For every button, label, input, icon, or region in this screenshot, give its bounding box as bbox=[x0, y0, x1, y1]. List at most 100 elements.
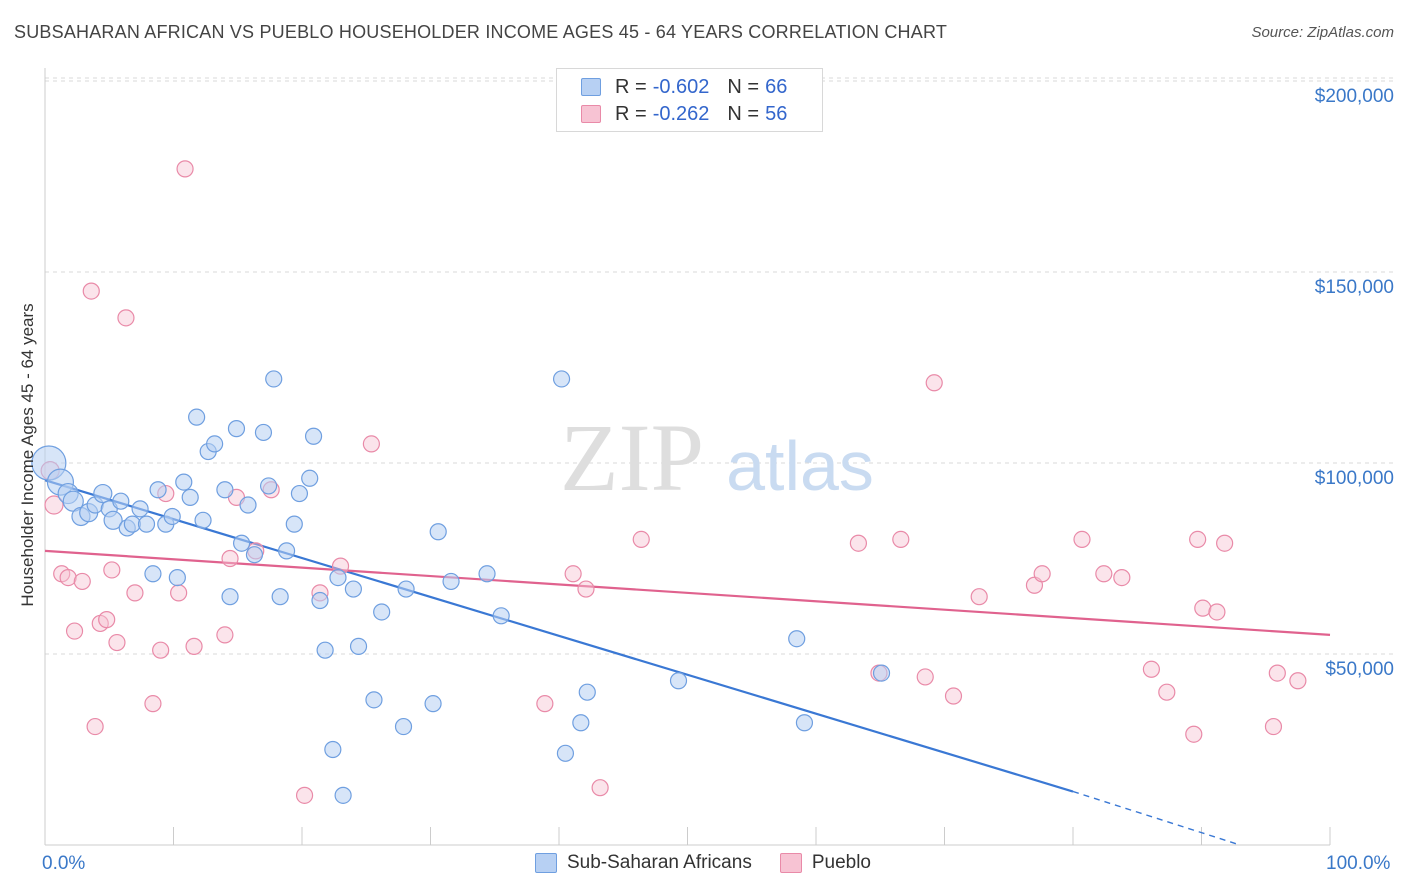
data-point bbox=[849, 534, 868, 552]
data-point bbox=[795, 714, 814, 732]
data-point bbox=[1208, 603, 1226, 621]
r-label: R = bbox=[615, 75, 647, 98]
data-point bbox=[394, 717, 413, 736]
data-point bbox=[492, 607, 510, 625]
y-axis-label: Householder Income Ages 45 - 64 years bbox=[18, 303, 37, 607]
data-point bbox=[362, 435, 380, 453]
n-label: N = bbox=[727, 102, 760, 125]
chart-title: SUBSAHARAN AFRICAN VS PUEBLO HOUSEHOLDER… bbox=[14, 22, 948, 42]
data-point bbox=[277, 542, 296, 560]
n-value: 66 bbox=[765, 75, 788, 98]
data-point bbox=[44, 495, 64, 515]
data-point bbox=[1142, 660, 1160, 678]
correlation-legend: R = -0.602 N = 66 R = -0.262 N = 56 bbox=[556, 68, 823, 132]
data-point bbox=[925, 374, 943, 392]
data-point bbox=[254, 423, 273, 442]
data-point bbox=[170, 584, 188, 602]
data-point bbox=[329, 568, 347, 587]
data-point bbox=[216, 481, 234, 499]
data-point bbox=[216, 626, 234, 644]
data-point bbox=[572, 714, 590, 732]
data-point bbox=[86, 717, 104, 736]
trend-line-extension bbox=[1072, 790, 1241, 846]
data-point bbox=[1216, 534, 1234, 552]
data-point bbox=[316, 641, 334, 659]
data-point bbox=[1264, 717, 1283, 736]
watermark-atlas: atlas bbox=[726, 427, 874, 505]
data-point bbox=[149, 481, 167, 499]
trend-line bbox=[44, 479, 1074, 793]
data-point bbox=[344, 580, 362, 598]
data-point bbox=[227, 420, 246, 438]
data-point bbox=[181, 488, 199, 506]
data-point bbox=[206, 435, 224, 453]
data-point bbox=[1189, 530, 1207, 549]
legend-item-subsaharan[interactable]: Sub-Saharan Africans bbox=[534, 852, 752, 874]
data-point bbox=[304, 427, 323, 445]
data-point bbox=[126, 584, 144, 602]
data-point bbox=[271, 588, 289, 606]
y-tick-label: $200,000 bbox=[1314, 86, 1394, 107]
data-point bbox=[221, 588, 239, 606]
watermark-zip: ZIP bbox=[560, 404, 704, 511]
x-tick-label: 100.0% bbox=[1326, 853, 1391, 874]
data-point bbox=[556, 744, 575, 762]
data-point bbox=[1194, 599, 1212, 617]
data-point bbox=[265, 370, 283, 388]
x-tick-label: 0.0% bbox=[42, 853, 86, 874]
data-point bbox=[117, 309, 135, 327]
y-tick-label: $100,000 bbox=[1314, 468, 1394, 489]
watermark: ZIP atlas bbox=[560, 404, 874, 511]
data-point bbox=[65, 622, 84, 640]
data-point bbox=[872, 664, 891, 682]
data-point bbox=[536, 695, 554, 713]
data-point bbox=[916, 668, 934, 686]
trend-lines bbox=[44, 479, 1331, 846]
data-point bbox=[311, 591, 329, 610]
legend-label: Pueblo bbox=[811, 852, 871, 873]
data-point bbox=[108, 633, 126, 652]
data-point bbox=[349, 637, 368, 655]
data-point bbox=[112, 492, 130, 510]
data-point bbox=[1268, 664, 1286, 682]
data-point bbox=[137, 515, 156, 533]
data-point bbox=[970, 588, 988, 606]
data-point bbox=[233, 534, 251, 552]
data-point bbox=[424, 695, 442, 713]
n-label: N = bbox=[727, 75, 760, 98]
data-point bbox=[1289, 672, 1307, 690]
data-point bbox=[944, 687, 963, 705]
data-point bbox=[552, 370, 571, 388]
trend-line bbox=[44, 549, 1331, 636]
data-point bbox=[290, 484, 309, 503]
y-tick-label: $150,000 bbox=[1314, 277, 1394, 298]
n-value: 56 bbox=[765, 102, 788, 125]
data-point bbox=[1158, 683, 1176, 701]
data-point bbox=[73, 572, 91, 591]
data-point bbox=[59, 568, 77, 587]
data-point bbox=[324, 740, 342, 759]
data-point bbox=[373, 603, 391, 621]
data-point bbox=[144, 695, 162, 713]
data-point bbox=[152, 641, 170, 659]
data-point bbox=[301, 469, 319, 487]
data-point bbox=[176, 160, 194, 178]
r-label: R = bbox=[615, 102, 647, 125]
legend-swatch bbox=[581, 105, 601, 123]
data-point bbox=[98, 611, 116, 629]
data-point bbox=[131, 500, 149, 518]
data-point bbox=[194, 511, 212, 529]
data-point bbox=[295, 786, 314, 804]
data-point bbox=[1033, 565, 1051, 583]
legend-item-pueblo[interactable]: Pueblo bbox=[779, 852, 871, 874]
legend-label: Sub-Saharan Africans bbox=[566, 852, 752, 873]
data-point bbox=[221, 549, 239, 568]
gridlines bbox=[45, 77, 1395, 655]
data-point bbox=[478, 565, 496, 583]
data-point bbox=[1073, 530, 1091, 549]
legend-swatch bbox=[779, 853, 802, 873]
data-point bbox=[591, 779, 609, 797]
data-point bbox=[245, 546, 264, 564]
data-point bbox=[259, 477, 278, 495]
